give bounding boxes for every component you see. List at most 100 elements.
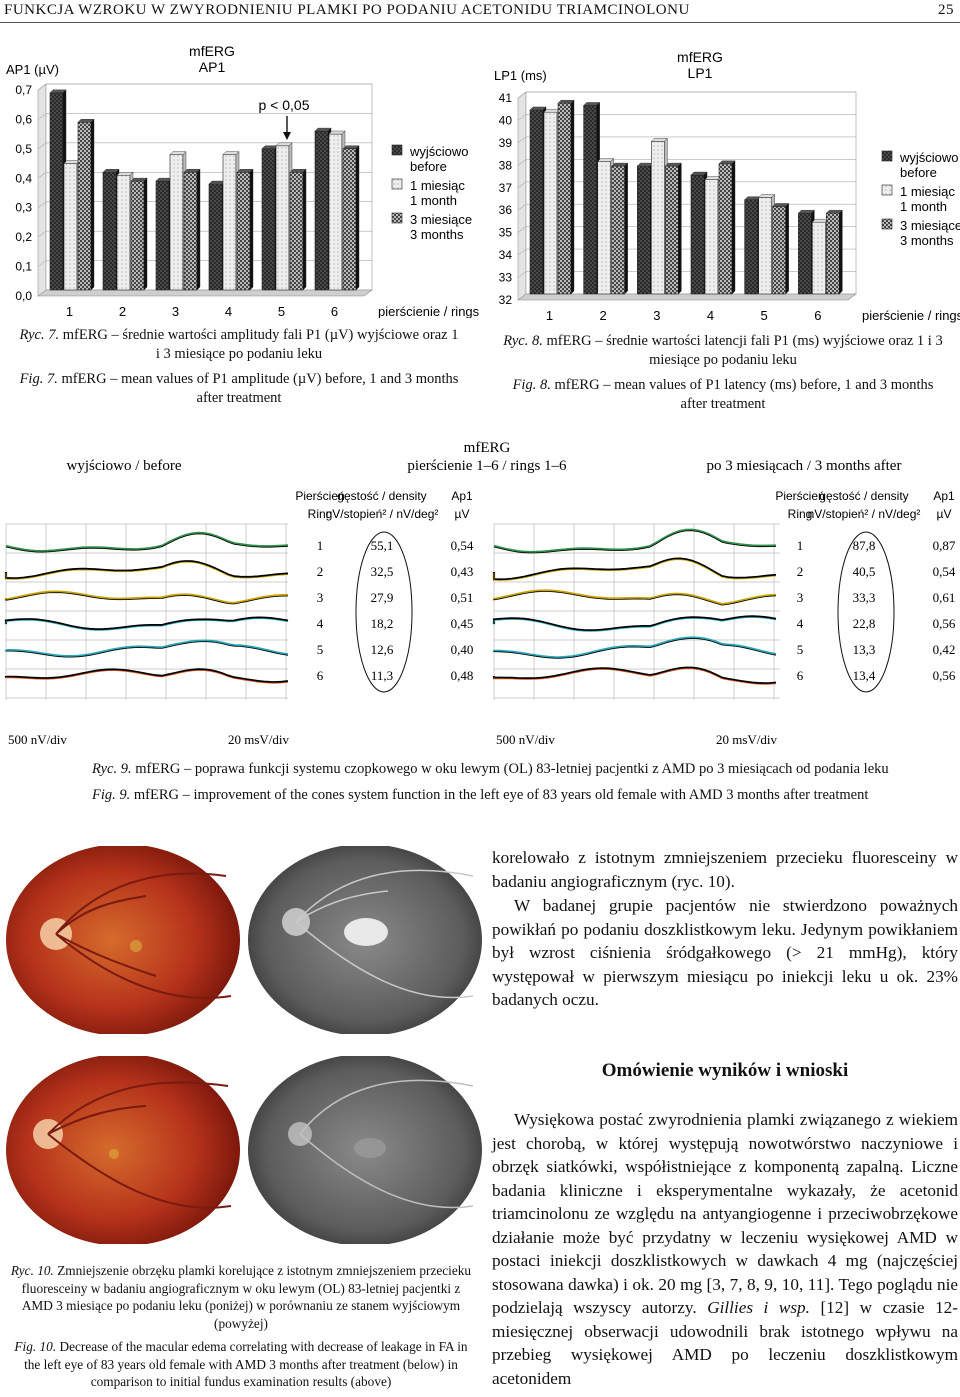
- bar-side: [839, 209, 843, 295]
- chart-title-line2: AP1: [199, 59, 226, 75]
- chart-title-line1: mfERG: [189, 43, 235, 59]
- ap1-value: 0,61: [933, 590, 956, 605]
- bar: [130, 180, 145, 291]
- significance-annotation: p < 0,05: [259, 97, 310, 113]
- col-header-ring: Ring: [308, 507, 333, 521]
- mferg-trace: [492, 615, 777, 632]
- caption-text: mfERG – średnie wartości latencji fali P…: [546, 333, 943, 349]
- mferg-trace: [5, 618, 289, 631]
- fundus-photo-after: [6, 1056, 240, 1244]
- density-highlight-oval: [355, 531, 413, 693]
- ap1-value: 0,45: [451, 616, 474, 631]
- bar-side: [196, 168, 201, 291]
- bar: [169, 154, 184, 291]
- bar: [611, 165, 625, 295]
- bar: [208, 183, 223, 291]
- figure-10-caption-en: Fig. 10. Decrease of the macular edema c…: [6, 1338, 476, 1391]
- bar: [222, 154, 237, 291]
- gridline-diag: [517, 91, 527, 99]
- y-tick-label: 38: [499, 158, 513, 172]
- paragraph-text: Wysiękowa postać zwyrodnienia plamki zwi…: [492, 1110, 958, 1317]
- ring-number: 1: [317, 538, 324, 553]
- bar: [529, 109, 544, 295]
- gridline-diag: [517, 114, 527, 121]
- ring-number: 3: [317, 590, 324, 605]
- ring-number: 2: [797, 564, 804, 579]
- caption-label: Ryc. 8.: [503, 333, 543, 349]
- page-number: 25: [938, 2, 954, 18]
- legend-swatch: [881, 184, 893, 196]
- legend-label: before: [900, 165, 937, 180]
- panel-label-after: po 3 miesiącach / 3 months after: [707, 458, 902, 474]
- gridline-diag: [37, 83, 47, 91]
- bar: [758, 197, 772, 295]
- mferg-trace: [492, 589, 777, 606]
- mferg-trace: [493, 616, 777, 632]
- ap1-value: 0,40: [451, 642, 474, 657]
- gridline-diag: [37, 289, 47, 297]
- caption-text: after treatment: [680, 396, 766, 412]
- caption-text: Zmniejszenie obrzęku plamki korelujące z…: [21, 1263, 472, 1331]
- y-tick-label: 0,3: [15, 201, 32, 215]
- y-tick-label: 35: [499, 226, 513, 240]
- fundus-photo-before: [6, 846, 240, 1034]
- x-tick-label: 1: [66, 304, 73, 318]
- legend-label: 3 months: [900, 233, 954, 248]
- figure-9-title-line1: mfERG: [464, 440, 511, 456]
- bar-side: [731, 160, 736, 295]
- scale-amplitude: 500 nV/div: [496, 732, 555, 747]
- scale-time: 20 msV/div: [228, 732, 290, 747]
- bar: [557, 102, 572, 295]
- x-tick-label: 3: [172, 304, 179, 318]
- col-header-ring: Pierścień: [295, 489, 344, 503]
- caption-text: miesiące po podaniu leku: [649, 352, 797, 368]
- bar-side: [143, 177, 148, 291]
- ring-number: 6: [317, 668, 324, 683]
- angiography-photo-before: [248, 846, 482, 1034]
- x-tick-label: 6: [331, 304, 338, 318]
- density-value: 12,6: [371, 642, 394, 657]
- annotation-arrowhead: [283, 132, 291, 140]
- density-value: 33,3: [853, 590, 876, 605]
- bar: [236, 171, 251, 291]
- figure-10-caption: Ryc. 10. Zmniejszenie obrzęku plamki kor…: [6, 1262, 476, 1391]
- legend-swatch: [881, 218, 893, 230]
- figure-9-caption-pl: Ryc. 9. mfERG – poprawa funkcji systemu …: [92, 760, 952, 779]
- bar: [826, 212, 840, 295]
- bar: [583, 105, 597, 295]
- bar-side: [678, 162, 682, 295]
- caption-text: mfERG – improvement of the cones system …: [133, 787, 869, 803]
- bar: [314, 130, 329, 291]
- gridline-diag: [37, 172, 47, 179]
- bar: [261, 148, 276, 291]
- col-header-ap1: Ap1: [933, 489, 955, 503]
- legend-swatch: [391, 178, 403, 190]
- caption-text: mfERG – poprawa funkcji systemu czopkowe…: [135, 761, 889, 777]
- bar: [102, 171, 117, 291]
- paragraph-text: [12] w czasie 12-miesięcznej obserwacji …: [492, 1298, 959, 1388]
- legend-label: 1 miesiąc: [900, 184, 955, 199]
- bar: [63, 163, 78, 291]
- bar-side: [785, 202, 789, 295]
- y-tick-label: 34: [499, 248, 513, 262]
- figure-8-caption-en: Fig. 8. mfERG – mean values of P1 latenc…: [488, 376, 958, 395]
- ring-number: 5: [797, 642, 804, 657]
- density-value: 13,4: [853, 668, 876, 683]
- bar: [275, 145, 290, 291]
- mferg-trace: [4, 616, 289, 631]
- chart-title-line2: LP1: [688, 65, 713, 81]
- y-axis-label: AP1 (µV): [6, 62, 59, 77]
- figure-7-caption-en: Fig. 7. mfERG – mean values of P1 amplit…: [4, 370, 474, 389]
- legend-label: 1 month: [410, 193, 457, 208]
- bar: [543, 111, 558, 295]
- bar: [597, 161, 611, 295]
- mferg-trace: [492, 636, 777, 659]
- y-tick-label: 40: [499, 113, 513, 127]
- x-tick-label: 5: [278, 304, 285, 318]
- ring-number: 3: [797, 590, 804, 605]
- ap1-value: 0,87: [933, 538, 956, 553]
- caption-text: mfERG – mean values of P1 amplitude (µV)…: [61, 371, 459, 387]
- caption-text: mfERG – mean values of P1 latency (ms) b…: [554, 377, 934, 393]
- bar: [116, 174, 131, 291]
